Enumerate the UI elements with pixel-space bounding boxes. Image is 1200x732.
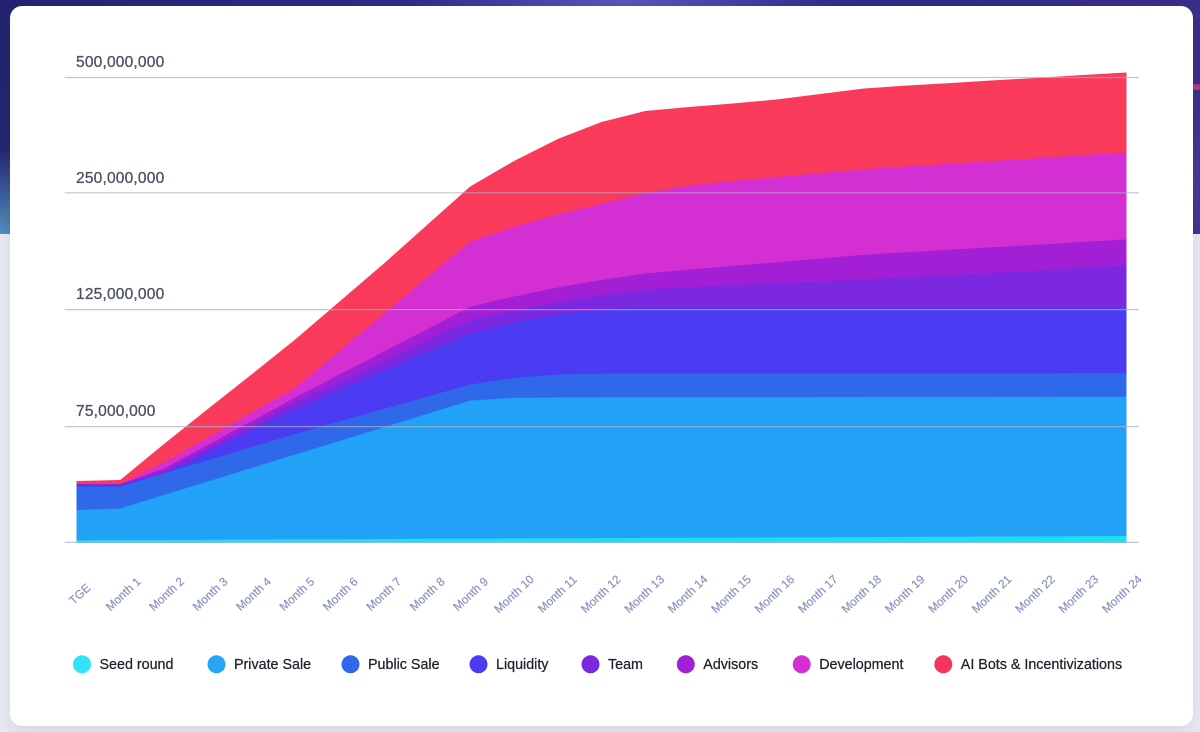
svg-text:Month 4: Month 4 [233, 574, 274, 614]
svg-text:Month 15: Month 15 [708, 572, 754, 616]
svg-text:Month 14: Month 14 [665, 572, 711, 616]
svg-text:Month 11: Month 11 [535, 572, 580, 615]
svg-text:TGE: TGE [66, 581, 93, 608]
svg-text:Month 20: Month 20 [925, 572, 971, 616]
svg-text:75,000,000: 75,000,000 [76, 403, 156, 420]
svg-text:Month 10: Month 10 [491, 572, 537, 616]
svg-text:Month 9: Month 9 [450, 574, 491, 613]
svg-text:Month 19: Month 19 [882, 572, 928, 616]
svg-text:Month 23: Month 23 [1056, 572, 1102, 616]
svg-text:Month 21: Month 21 [969, 572, 1015, 616]
svg-text:Month 22: Month 22 [1012, 572, 1058, 616]
svg-text:Seed round: Seed round [100, 657, 174, 673]
svg-text:Month 24: Month 24 [1099, 572, 1145, 616]
svg-text:AI Bots & Incentivizations: AI Bots & Incentivizations [961, 657, 1122, 673]
svg-text:Month 13: Month 13 [622, 572, 668, 616]
svg-text:500,000,000: 500,000,000 [76, 54, 165, 71]
svg-text:Month 7: Month 7 [363, 574, 404, 613]
svg-text:Advisors: Advisors [703, 657, 758, 673]
svg-text:125,000,000: 125,000,000 [76, 286, 165, 303]
svg-text:Development: Development [819, 657, 903, 673]
svg-text:Liquidity: Liquidity [496, 657, 549, 673]
svg-text:Month 1: Month 1 [103, 574, 144, 613]
svg-text:Month 17: Month 17 [795, 572, 841, 616]
svg-text:Month 2: Month 2 [146, 574, 187, 613]
svg-text:250,000,000: 250,000,000 [76, 170, 165, 187]
svg-text:Month 16: Month 16 [752, 572, 798, 616]
svg-text:Month 18: Month 18 [839, 572, 885, 616]
svg-text:Month 12: Month 12 [578, 572, 624, 616]
svg-text:Private Sale: Private Sale [234, 657, 311, 673]
svg-text:Month 8: Month 8 [407, 574, 448, 614]
svg-text:Month 5: Month 5 [277, 574, 318, 614]
svg-text:Team: Team [608, 657, 643, 673]
svg-text:Public Sale: Public Sale [368, 657, 440, 673]
svg-text:Month 3: Month 3 [190, 574, 231, 614]
svg-text:Month 6: Month 6 [320, 574, 361, 614]
